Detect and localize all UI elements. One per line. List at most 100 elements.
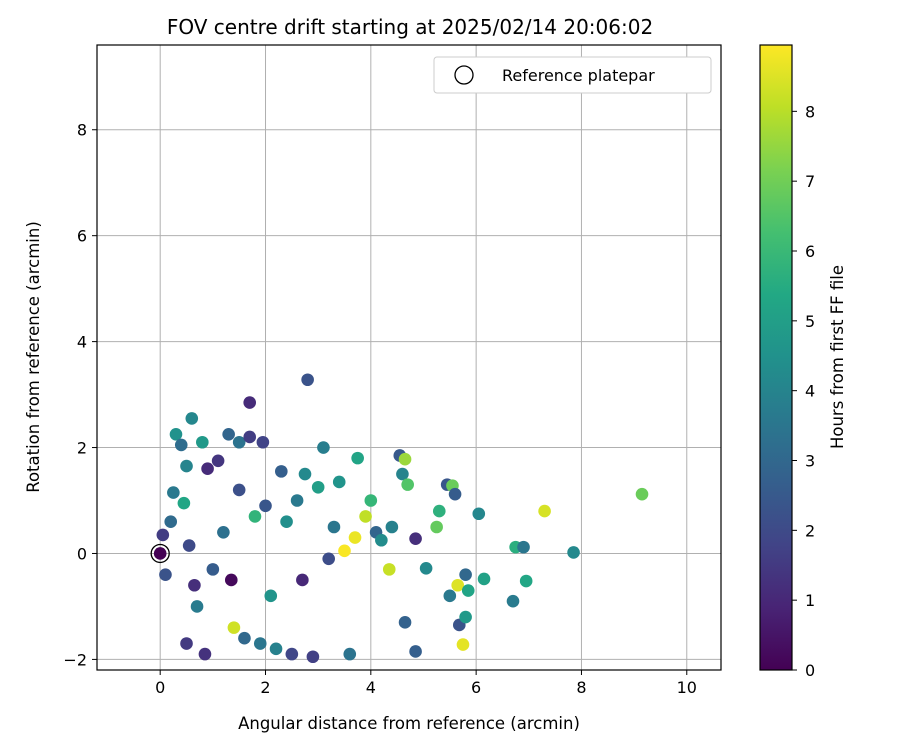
y-tick-label: 2 — [77, 439, 87, 458]
scatter-point — [306, 650, 320, 664]
scatter-point — [190, 600, 204, 613]
scatter-point — [317, 441, 330, 454]
y-tick-label: 8 — [77, 121, 87, 140]
scatter-point — [298, 467, 312, 481]
scatter-point — [280, 515, 293, 528]
legend-box — [433, 56, 712, 94]
x-tick-label: 8 — [576, 678, 586, 697]
scatter-point — [198, 647, 212, 661]
scatter-point — [401, 478, 414, 491]
scatter-point — [290, 494, 304, 507]
scatter-point — [256, 435, 270, 449]
scatter-point — [461, 584, 475, 597]
scatter-point — [269, 642, 283, 656]
scatter-point — [456, 638, 470, 651]
scatter-point — [396, 467, 409, 481]
scatter-point — [430, 520, 443, 534]
colorbar-tick-label: 7 — [805, 172, 815, 191]
colorbar-tick-label: 8 — [805, 102, 815, 121]
scatter-point — [506, 594, 520, 608]
scatter-point — [159, 568, 172, 581]
scatter-point — [243, 430, 257, 444]
scatter-point — [519, 574, 533, 588]
scatter-point — [285, 647, 299, 661]
grid — [97, 45, 721, 670]
scatter-point — [206, 563, 220, 576]
plot-frame — [96, 44, 722, 671]
x-tick-label: 6 — [471, 678, 481, 697]
scatter-point — [382, 563, 396, 576]
scatter-point — [248, 510, 262, 523]
scatter-point — [238, 631, 251, 645]
scatter-point — [635, 487, 649, 501]
scatter-point — [517, 540, 530, 554]
scatter-point — [419, 562, 433, 575]
scatter-point — [348, 531, 362, 544]
scatter-point — [156, 528, 170, 542]
scatter-point — [264, 589, 278, 603]
scatter-point — [232, 483, 246, 497]
scatter-point — [338, 544, 351, 558]
colorbar-ticks: 0 1 2 3 4 5 6 7 8 — [792, 102, 815, 680]
scatter-point — [311, 480, 325, 494]
y-tick-label: 6 — [77, 227, 87, 246]
scatter-point — [153, 547, 167, 560]
scatter-point — [275, 465, 288, 478]
y-tick-label: 4 — [77, 333, 87, 352]
scatter-point — [327, 520, 341, 534]
colorbar-tick-label: 2 — [805, 521, 815, 540]
scatter-point — [432, 504, 446, 518]
y-axis-label: Rotation from reference (arcmin) — [24, 221, 43, 493]
scatter-point — [409, 645, 422, 658]
scatter-point — [343, 647, 357, 661]
scatter-point — [169, 428, 183, 441]
scatter-point — [296, 573, 309, 587]
scatter-point — [217, 525, 230, 539]
scatter-point — [167, 486, 180, 499]
scatter-point — [448, 487, 462, 501]
scatter-point — [385, 520, 399, 534]
legend-label: Reference platepar — [502, 66, 655, 85]
scatter-point — [398, 452, 412, 466]
colorbar-gradient — [759, 44, 793, 671]
reference-marker — [150, 543, 170, 564]
x-tick-label: 0 — [155, 678, 165, 697]
scatter-point — [185, 412, 199, 425]
scatter-point — [174, 438, 188, 452]
scatter-point — [188, 578, 201, 592]
y-tick-label: −2 — [63, 650, 87, 669]
colorbar-label: Hours from first FF file — [828, 265, 847, 449]
scatter-point — [451, 578, 465, 592]
scatter-point — [567, 546, 580, 559]
chart-title: FOV centre drift starting at 2025/02/14 … — [167, 15, 653, 39]
x-tick-label: 4 — [366, 678, 376, 697]
colorbar-tick-label: 6 — [805, 242, 815, 261]
scatter-point — [364, 494, 378, 507]
scatter-point — [409, 532, 422, 545]
scatter-point — [459, 610, 472, 624]
scatter-point — [375, 533, 388, 547]
scatter-point — [227, 621, 241, 634]
scatter-point — [224, 573, 238, 587]
x-tick-label: 10 — [677, 678, 697, 697]
scatter-point — [259, 499, 272, 513]
scatter-point — [243, 396, 257, 409]
axis-ticks: 0 2 4 6 8 10 −2 0 2 4 6 8 — [63, 121, 697, 697]
scatter-point — [351, 451, 364, 465]
scatter-point — [164, 515, 178, 528]
scatter-point — [538, 504, 551, 518]
colorbar-tick-label: 3 — [805, 452, 815, 471]
scatter-point — [359, 510, 372, 523]
scatter-point — [253, 637, 267, 650]
legend: Reference platepar — [433, 56, 712, 94]
colorbar-tick-label: 5 — [805, 312, 815, 331]
scatter-point — [232, 435, 246, 449]
scatter-point — [398, 616, 412, 629]
scatter-point — [477, 572, 491, 586]
scatter-point — [332, 475, 346, 489]
legend-marker-icon — [454, 65, 474, 85]
scatter-point — [180, 459, 193, 473]
scatter-point — [301, 373, 314, 387]
colorbar-tick-label: 4 — [805, 382, 815, 401]
